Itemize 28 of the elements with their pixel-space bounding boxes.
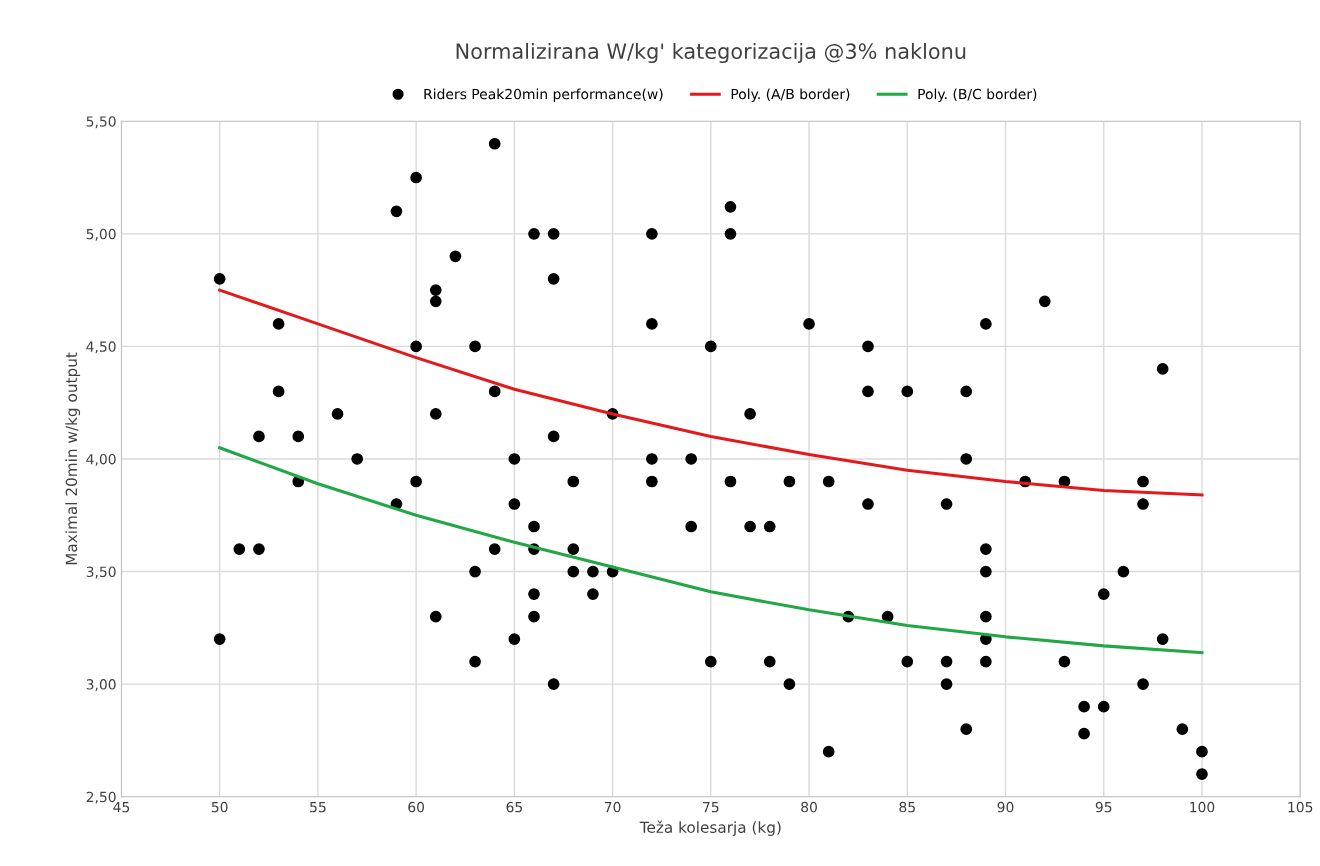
chart-title: Normalizirana W/kg' kategorizacija @3% naklonu (456, 42, 966, 64)
legend-label: Poly. (A/B border) (731, 88, 850, 102)
x-tick-label: 105 (1288, 801, 1313, 813)
x-tick-label: 90 (997, 801, 1014, 813)
y-tick-label: 3,00 (86, 679, 116, 692)
y-tick-label: 4,00 (86, 453, 116, 466)
x-axis-title: Teža kolesarja (kg) (639, 820, 781, 836)
x-tick-label: 60 (408, 801, 425, 813)
x-tick-label: 70 (604, 801, 621, 813)
x-tick-label: 80 (801, 801, 817, 813)
x-tick-label: 55 (310, 802, 326, 813)
y-tick-label: 4,50 (86, 341, 116, 354)
x-tick-label: 95 (1095, 801, 1112, 813)
x-tick-label: 65 (506, 801, 522, 813)
y-tick-label: 5,00 (86, 228, 116, 241)
x-tick-label: 45 (113, 802, 130, 813)
line-series (218, 288, 1204, 497)
legend-label: Poly. (B/C border) (918, 88, 1037, 102)
line-series (218, 446, 1204, 655)
x-tick-label: 85 (899, 801, 915, 813)
x-tick-label: 50 (211, 801, 228, 813)
y-axis-title: Maximal 20min w/kg output (65, 352, 81, 565)
y-tick-label: 2,50 (86, 791, 116, 804)
y-tick-label: 3,50 (86, 566, 116, 579)
x-tick-label: 75 (703, 802, 719, 813)
y-tick-label: 5,50 (86, 116, 116, 129)
x-tick-label: 100 (1190, 801, 1215, 813)
legend-label: Riders Peak20min performance(w) (424, 88, 663, 102)
